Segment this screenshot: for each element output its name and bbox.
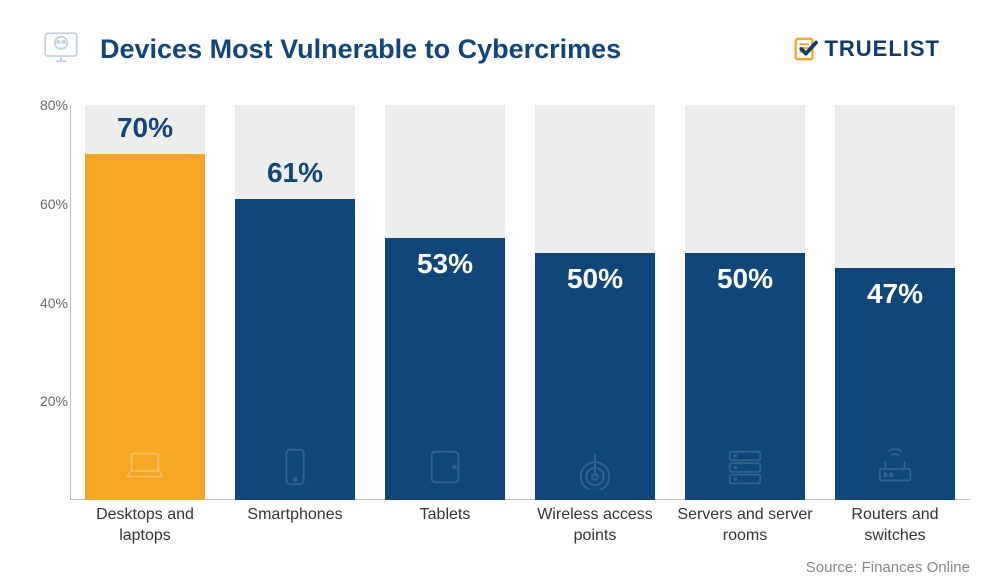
y-tick-label: 80% (40, 97, 68, 113)
x-axis-label: Servers and server rooms (675, 505, 815, 547)
bars-container: 70%61%53%50%50%47% (70, 105, 970, 500)
logo-checklist-icon (792, 36, 818, 62)
bar: 47% (835, 268, 955, 500)
bar: 53% (385, 238, 505, 500)
y-tick-label: 40% (40, 295, 68, 311)
bar-value-label: 53% (385, 248, 505, 280)
bar: 50% (535, 253, 655, 500)
bar-value-label: 61% (235, 157, 355, 189)
bar-group: 53% (385, 105, 505, 500)
bar-value-label: 70% (85, 112, 205, 144)
x-axis-label: Wireless access points (525, 505, 665, 547)
x-axis-label: Routers and switches (825, 505, 965, 547)
bar-group: 50% (535, 105, 655, 500)
bar: 70% (85, 154, 205, 500)
logo-text: TRUELIST (824, 36, 940, 62)
bar-chart: 20%40%60%80% 70%61%53%50%50%47% (70, 105, 970, 500)
x-axis-label: Tablets (375, 505, 515, 547)
wifi-icon (572, 444, 618, 490)
bar: 61% (235, 199, 355, 500)
router-icon (872, 444, 918, 490)
x-axis-label: Desktops and laptops (75, 505, 215, 547)
skull-monitor-icon (40, 28, 82, 70)
logo: TRUELIST (792, 36, 940, 62)
bar-group: 47% (835, 105, 955, 500)
y-tick-label: 20% (40, 393, 68, 409)
bar-group: 70% (85, 105, 205, 500)
bar-value-label: 47% (835, 278, 955, 310)
y-tick-label: 60% (40, 196, 68, 212)
bar: 50% (685, 253, 805, 500)
bar-value-label: 50% (535, 263, 655, 295)
bar-group: 50% (685, 105, 805, 500)
header: Devices Most Vulnerable to Cybercrimes T… (0, 0, 1000, 80)
source-text: Source: Finances Online (806, 559, 970, 576)
laptop-icon (122, 444, 168, 490)
y-axis: 20%40%60%80% (28, 105, 68, 500)
bar-value-label: 50% (685, 263, 805, 295)
tablet-icon (422, 444, 468, 490)
server-icon (722, 444, 768, 490)
page-title: Devices Most Vulnerable to Cybercrimes (100, 34, 621, 65)
title-wrap: Devices Most Vulnerable to Cybercrimes (40, 28, 621, 70)
x-axis-label: Smartphones (225, 505, 365, 547)
bar-group: 61% (235, 105, 355, 500)
x-labels: Desktops and laptopsSmartphonesTabletsWi… (70, 505, 970, 547)
phone-icon (272, 444, 318, 490)
